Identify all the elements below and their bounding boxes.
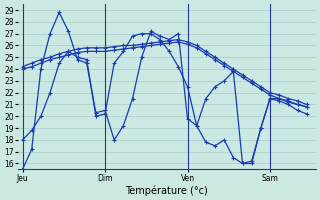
X-axis label: Température (°c): Température (°c) <box>125 185 208 196</box>
